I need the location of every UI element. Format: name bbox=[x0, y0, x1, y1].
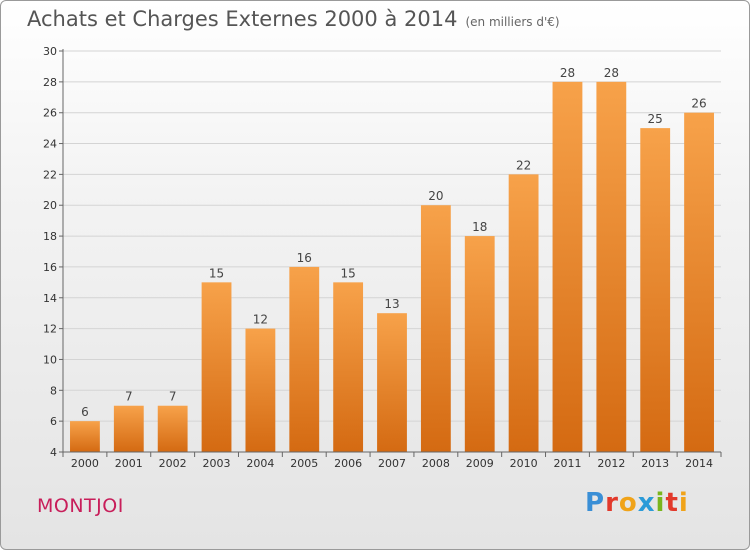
x-tick-label: 2014 bbox=[685, 457, 713, 470]
bar-2007 bbox=[377, 313, 407, 452]
y-tick-label: 20 bbox=[43, 199, 57, 212]
bar-2005 bbox=[289, 266, 320, 452]
y-tick-label: 12 bbox=[43, 323, 57, 336]
bar-2013 bbox=[640, 128, 671, 452]
data-label-2000: 6 bbox=[81, 405, 89, 419]
data-label-2004: 12 bbox=[253, 313, 268, 327]
y-tick-label: 6 bbox=[50, 415, 57, 428]
bar-2009 bbox=[464, 236, 495, 452]
bar-2001 bbox=[113, 405, 144, 452]
data-label-2013: 25 bbox=[648, 112, 663, 126]
x-tick-label: 2003 bbox=[203, 457, 231, 470]
y-tick-label: 26 bbox=[43, 107, 57, 120]
data-label-2012: 28 bbox=[604, 66, 619, 80]
data-label-2010: 22 bbox=[516, 158, 531, 172]
x-tick-label: 2008 bbox=[422, 457, 450, 470]
proxiti-logo[interactable]: Proxiti bbox=[585, 488, 689, 518]
y-tick-label: 16 bbox=[43, 261, 57, 274]
bar-2002 bbox=[157, 405, 188, 452]
bar-2012 bbox=[596, 81, 627, 452]
data-label-2011: 28 bbox=[560, 66, 575, 80]
x-tick-label: 2006 bbox=[334, 457, 362, 470]
data-label-2002: 7 bbox=[169, 390, 177, 404]
y-tick-label: 28 bbox=[43, 76, 57, 89]
y-tick-label: 18 bbox=[43, 230, 57, 243]
y-tick-label: 8 bbox=[50, 384, 57, 397]
chart-title-text: Achats et Charges Externes 2000 à 2014 bbox=[27, 7, 458, 31]
bar-2011 bbox=[552, 81, 583, 452]
y-tick-label: 30 bbox=[43, 45, 57, 58]
data-label-2008: 20 bbox=[428, 189, 443, 203]
axes: 4 6 8 10 12 14 16 18 20 22 24 26 28 30 2000 2001 2002 200… bbox=[43, 45, 722, 470]
chart-title: Achats et Charges Externes 2000 à 2014 (e… bbox=[27, 7, 560, 31]
x-tick-label: 2004 bbox=[246, 457, 274, 470]
x-tick-label: 2007 bbox=[378, 457, 406, 470]
data-label-2003: 15 bbox=[209, 266, 224, 280]
y-tick-label: 22 bbox=[43, 168, 57, 181]
data-label-2009: 18 bbox=[472, 220, 487, 234]
logo-letter: i bbox=[655, 488, 666, 518]
data-label-2007: 13 bbox=[384, 297, 399, 311]
logo-letter: o bbox=[618, 488, 638, 518]
bar-2010 bbox=[508, 174, 539, 452]
data-label-2006: 15 bbox=[340, 266, 355, 280]
y-tick-label: 14 bbox=[43, 292, 57, 305]
data-label-2014: 26 bbox=[691, 97, 706, 111]
y-tick-label: 24 bbox=[43, 138, 57, 151]
x-tick-label: 2011 bbox=[553, 457, 581, 470]
x-tick-label: 2002 bbox=[159, 457, 187, 470]
data-label-2005: 16 bbox=[297, 251, 312, 265]
bar-2000 bbox=[70, 421, 100, 452]
logo-letter: r bbox=[605, 488, 619, 518]
x-tick-label: 2005 bbox=[290, 457, 318, 470]
x-tick-label: 2009 bbox=[466, 457, 494, 470]
y-tick-label: 4 bbox=[50, 446, 57, 459]
logo-letter: i bbox=[678, 488, 689, 518]
x-tick-label: 2001 bbox=[115, 457, 143, 470]
chart-subtitle: (en milliers d'€) bbox=[465, 15, 560, 29]
bar-2014 bbox=[684, 112, 714, 452]
logo-letter: t bbox=[665, 488, 679, 518]
x-tick-label: 2013 bbox=[641, 457, 669, 470]
bar-2008 bbox=[420, 205, 451, 452]
x-tick-label: 2012 bbox=[597, 457, 625, 470]
x-tick-label: 2010 bbox=[510, 457, 538, 470]
y-tick-label: 10 bbox=[43, 353, 57, 366]
commune-name: MONTJOI bbox=[37, 495, 124, 517]
logo-letter: x bbox=[637, 488, 656, 518]
x-tick-label: 2000 bbox=[71, 457, 99, 470]
bar-2004 bbox=[245, 328, 276, 452]
bar-2003 bbox=[201, 282, 232, 452]
bars: 6 7 7 15 12 16 15 13 20 18 22 28 28 25 26 bbox=[70, 66, 714, 452]
bar-2006 bbox=[333, 282, 364, 452]
logo-letter: P bbox=[585, 488, 606, 518]
data-label-2001: 7 bbox=[125, 390, 133, 404]
